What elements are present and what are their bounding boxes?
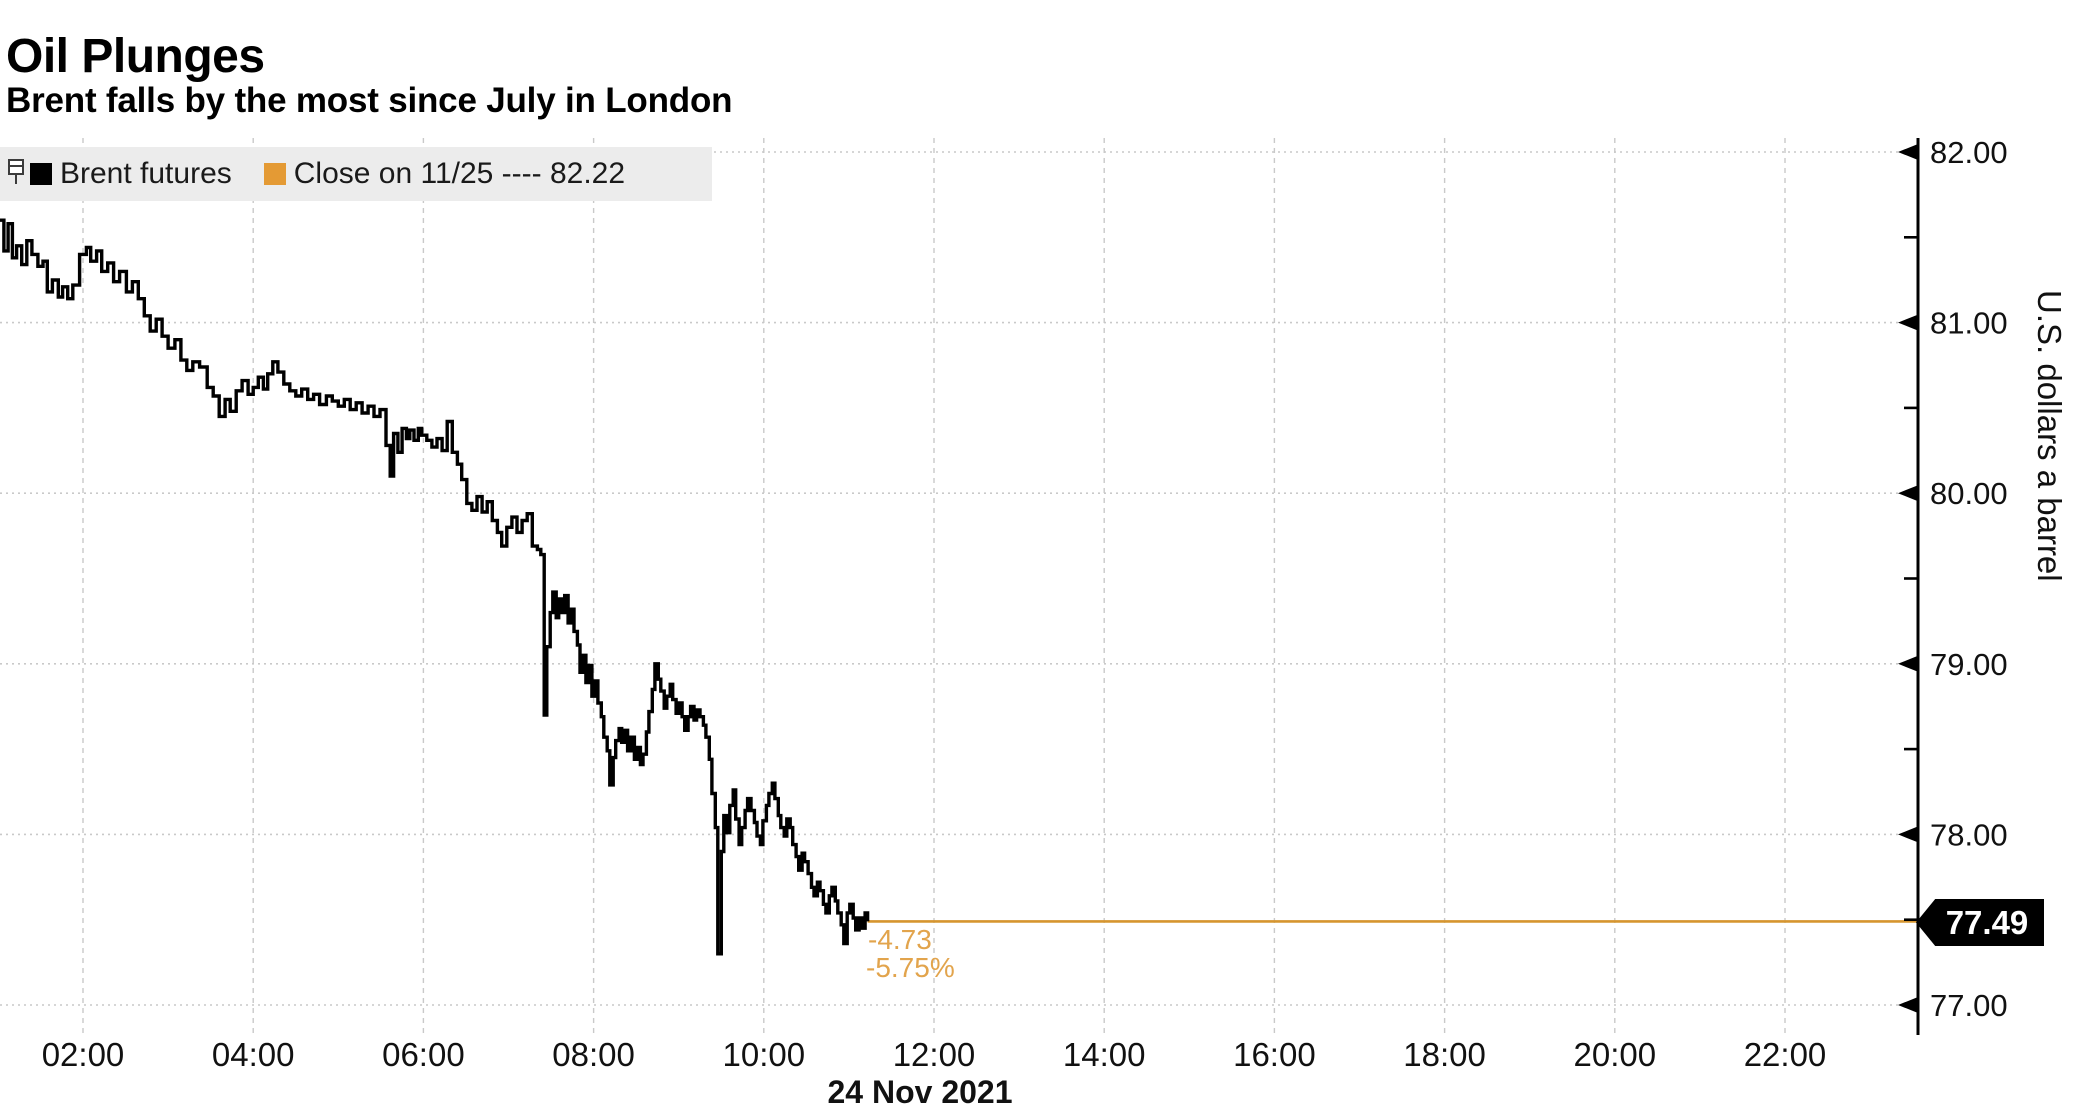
y-tick-arrow-icon (1898, 314, 1918, 331)
x-tick-label: 04:00 (212, 1036, 295, 1073)
legend-item-brent-futures: Brent futures (60, 157, 232, 190)
chart-canvas: 82.00 81.00 80.00 79.00 78.00 77.00 02:00 04:00… (0, 135, 2008, 1073)
legend-item-close-reference: Close on 11/25 ---- 82.22 (293, 157, 626, 190)
x-tick-label: 10:00 (723, 1036, 806, 1073)
x-tick-label: 06:00 (382, 1036, 465, 1073)
x-axis-date-label: 24 Nov 2021 (827, 1074, 1013, 1110)
y-tick-arrow-icon (1898, 997, 1918, 1013)
net-change-annotation: -4.73 (868, 924, 932, 955)
y-tick-label: 80.00 (1930, 476, 2008, 511)
x-tick-label: 20:00 (1574, 1036, 1657, 1073)
y-tick-arrow-icon (1898, 485, 1918, 502)
y-tick-arrow-icon (1898, 655, 1918, 672)
page-title: Oil Plunges (6, 30, 265, 84)
page-subtitle: Brent falls by the most since July in Lo… (6, 81, 733, 121)
legend-pin-icon (8, 159, 24, 184)
price-line (0, 218, 870, 956)
y-tick-label: 81.00 (1930, 306, 2008, 341)
close-line-swatch-icon (263, 163, 286, 185)
x-tick-label: 08:00 (552, 1036, 635, 1073)
y-tick-label: 78.00 (1930, 817, 2008, 852)
x-tick-label: 02:00 (42, 1036, 125, 1073)
brent-futures-swatch-icon (30, 163, 52, 185)
y-tick-label: 82.00 (1930, 135, 2008, 170)
last-price-tag: 77.49 (1916, 899, 2044, 946)
pct-change-annotation: -5.75% (866, 952, 955, 983)
y-tick-label: 77.00 (1930, 988, 2008, 1023)
y-axis-title: U.S. dollars a barrel (2031, 290, 2068, 582)
oil-plunges-chart-page: { "header": { "title": "Oil Plunges", "s… (0, 30, 2068, 1110)
x-tick-label: 22:00 (1744, 1036, 1827, 1073)
y-tick-label: 79.00 (1930, 647, 2008, 682)
x-tick-label: 14:00 (1063, 1036, 1146, 1073)
y-tick-arrow-icon (1898, 144, 1918, 160)
x-tick-label: 12:00 (893, 1036, 976, 1073)
legend: Brent futures Close on 11/25 ---- 82.22 (0, 147, 712, 201)
y-tick-arrow-icon (1898, 826, 1918, 843)
x-tick-label: 16:00 (1233, 1036, 1316, 1073)
x-tick-label: 18:00 (1403, 1036, 1486, 1073)
